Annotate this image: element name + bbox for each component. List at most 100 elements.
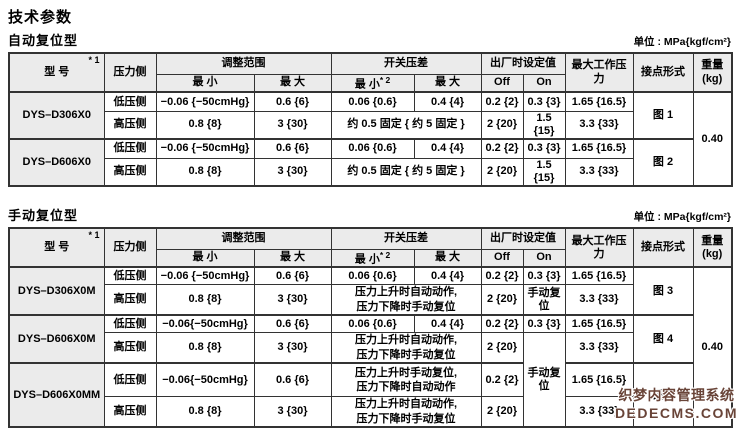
value-cell: −0.06 {−50cmHg} xyxy=(155,91,255,112)
model-cell: DYS–D306X0M xyxy=(8,266,105,316)
contact-figure-cell: 图 3 xyxy=(632,266,694,316)
header-contact-type: 接点形式 xyxy=(632,52,694,94)
value-cell: 3 {30} xyxy=(253,331,332,364)
watermark-line: DEDECMS.COM xyxy=(614,405,738,421)
contact-figure-cell: 图 2 xyxy=(632,138,694,187)
header-diff-max: 最 大 xyxy=(413,248,482,269)
header-adjust-max: 最 大 xyxy=(253,73,332,94)
section-title-auto: 自动复位型 xyxy=(8,33,79,48)
header-switch-diff: 开关压差 xyxy=(330,227,482,250)
value-cell: 1.5 {15} xyxy=(522,110,566,140)
value-cell: 0.8 {8} xyxy=(155,157,255,187)
value-cell: 3 {30} xyxy=(253,157,332,187)
value-cell: 0.06 {0.6} xyxy=(330,266,415,285)
side-cell: 高压侧 xyxy=(103,110,157,140)
value-cell: 0.8 {8} xyxy=(155,283,255,316)
weight-cell: 0.40 xyxy=(692,266,733,428)
value-cell: −0.06 {−50cmHg} xyxy=(155,266,255,285)
spec-table-auto: * 1 型 号 压力侧 调整范围 开关压差 出厂时设定值 最大工作压力 接点形式… xyxy=(8,52,733,188)
value-cell: 1.65 {16.5} xyxy=(564,91,634,112)
header-on: On xyxy=(522,248,566,269)
value-cell: −0.06{−50cmHg} xyxy=(155,362,255,397)
model-cell: DYS–D606X0 xyxy=(8,138,105,187)
header-weight-unit: (kg) xyxy=(702,72,723,85)
value-cell: 2 {20} xyxy=(480,331,524,364)
value-cell: 0.8 {8} xyxy=(155,331,255,364)
model-cell: DYS–D606X0MM xyxy=(8,362,105,428)
value-cell: 0.3 {3} xyxy=(522,91,566,112)
value-cell: 0.4 {4} xyxy=(413,266,482,285)
side-cell: 低压侧 xyxy=(103,314,157,333)
value-cell: 0.6 {6} xyxy=(253,362,332,397)
action-cell: 压力上升时自动动作, 压力下降时手动复位 xyxy=(330,283,482,316)
header-diff-min: 最 小* 2 xyxy=(330,73,415,94)
weight-cell: 0.40 xyxy=(692,91,733,187)
action-line: 压力上升时自动动作, xyxy=(354,398,458,411)
contact-figure-cell: 图 4 xyxy=(632,314,694,364)
header-adjust-min: 最 小 xyxy=(155,73,255,94)
value-cell: 1.65 {16.5} xyxy=(564,314,634,333)
header-weight-label: 重量 xyxy=(701,59,724,72)
action-cell: 压力上升时自动动作, 压力下降时手动复位 xyxy=(330,331,482,364)
side-cell: 高压侧 xyxy=(103,157,157,187)
header-adjust-min: 最 小 xyxy=(155,248,255,269)
value-cell: 0.3 {3} xyxy=(522,138,566,159)
value-cell: 0.2 {2} xyxy=(480,362,524,397)
value-cell: −0.06 {−50cmHg} xyxy=(155,138,255,159)
value-cell: 0.6 {6} xyxy=(253,138,332,159)
section-bar-auto: 自动复位型 单位 : MPa{kgf/cm²} xyxy=(8,30,731,49)
value-cell: 手动复位 xyxy=(522,331,566,428)
value-cell: 0.2 {2} xyxy=(480,138,524,159)
action-line: 压力下降时手动复位 xyxy=(356,300,456,313)
side-cell: 高压侧 xyxy=(103,283,157,316)
header-switch-diff: 开关压差 xyxy=(330,52,482,75)
value-cell: 约 0.5 固定 { 约 5 固定 } xyxy=(330,110,482,140)
header-on: On xyxy=(522,73,566,94)
value-cell: 0.2 {2} xyxy=(480,314,524,333)
header-weight-unit: (kg) xyxy=(702,247,723,260)
spec-table-manual: * 1 型 号 压力侧 调整范围 开关压差 出厂时设定值 最大工作压力 接点形式… xyxy=(8,227,733,428)
watermark: 织梦内容管理系统 DEDECMS.COM xyxy=(615,385,738,421)
header-pressure-side: 压力侧 xyxy=(103,227,157,269)
value-cell: 3.3 {33} xyxy=(564,157,634,187)
value-cell: 0.06 {0.6} xyxy=(330,314,415,333)
value-cell: 0.4 {4} xyxy=(413,138,482,159)
header-max-working-pressure: 最大工作压力 xyxy=(564,227,634,269)
side-cell: 高压侧 xyxy=(103,331,157,364)
value-cell: 3.3 {33} xyxy=(564,331,634,364)
value-cell: 1.5 {15} xyxy=(522,157,566,187)
header-pressure-side: 压力侧 xyxy=(103,52,157,94)
header-off: Off xyxy=(480,248,524,269)
header-factory-setting: 出厂时设定值 xyxy=(480,227,566,250)
action-cell: 压力上升时手动复位, 压力下降时自动动作 xyxy=(330,362,482,397)
header-diff-min-note: * 2 xyxy=(379,74,391,85)
page-title: 技术参数 xyxy=(8,9,73,26)
header-model-label: 型 号 xyxy=(44,241,70,254)
header-weight-label: 重量 xyxy=(701,234,724,247)
contact-figure-cell: 图 1 xyxy=(632,91,694,140)
value-cell: 0.4 {4} xyxy=(413,91,482,112)
value-cell: 2 {20} xyxy=(480,157,524,187)
value-cell: 1.65 {16.5} xyxy=(564,138,634,159)
unit-label-auto: 单位 : MPa{kgf/cm²} xyxy=(633,36,731,48)
header-model-cell: * 1 型 号 xyxy=(8,52,105,94)
watermark-line: 织梦内容管理系统 xyxy=(618,387,735,403)
header-model-label: 型 号 xyxy=(44,66,70,79)
action-line: 压力上升时自动动作, xyxy=(354,334,458,347)
header-weight: 重量 (kg) xyxy=(692,227,733,269)
header-max-working-pressure: 最大工作压力 xyxy=(564,52,634,94)
value-cell: 0.8 {8} xyxy=(155,110,255,140)
contact-figure-cell: 图 5 xyxy=(632,362,694,428)
side-cell: 低压侧 xyxy=(103,266,157,285)
value-cell: −0.06{−50cmHg} xyxy=(155,314,255,333)
value-cell: 0.06 {0.6} xyxy=(330,91,415,112)
value-cell: 0.3 {3} xyxy=(522,314,566,333)
value-cell: 3 {30} xyxy=(253,283,332,316)
model-cell: DYS–D306X0 xyxy=(8,91,105,140)
action-line: 压力下降时手动复位 xyxy=(356,412,456,425)
value-cell: 2 {20} xyxy=(480,110,524,140)
value-cell: 0.2 {2} xyxy=(480,266,524,285)
value-cell: 0.6 {6} xyxy=(253,314,332,333)
value-cell: 0.4 {4} xyxy=(413,314,482,333)
side-cell: 低压侧 xyxy=(103,362,157,397)
